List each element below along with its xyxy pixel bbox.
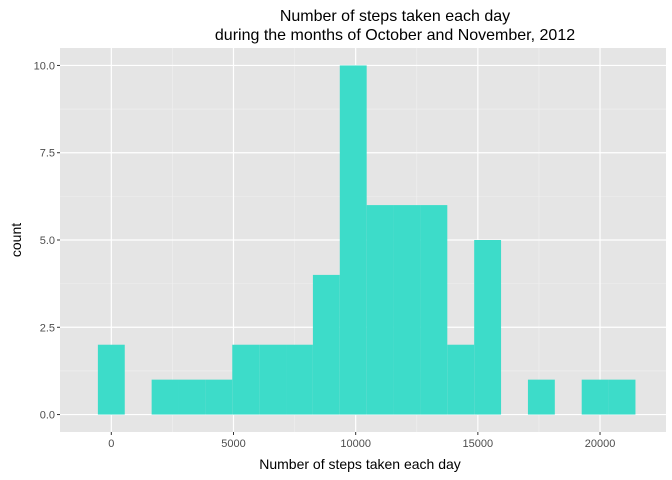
histogram-bar-13 <box>447 344 475 415</box>
histogram-bar-4 <box>205 379 233 415</box>
histogram-bar-7 <box>286 344 313 415</box>
histogram-bar-2 <box>151 379 179 415</box>
y-axis-label: count <box>8 223 24 257</box>
y-tick-label: 0.0 <box>40 410 55 422</box>
histogram-bar-16 <box>527 379 555 415</box>
histogram-bar-11 <box>393 205 421 415</box>
y-tick-label: 5.0 <box>40 235 55 247</box>
x-tick-label: 20000 <box>585 438 616 450</box>
y-tick-label: 2.5 <box>40 322 55 334</box>
histogram-bar-19 <box>608 379 636 415</box>
x-axis: 0 5000 10000 15000 20000 <box>108 432 615 450</box>
histogram-bar-18 <box>581 379 609 415</box>
y-tick-label: 10.0 <box>34 60 55 72</box>
histogram-bar-14 <box>474 240 502 415</box>
x-tick-label: 0 <box>108 438 114 450</box>
histogram-bar-0 <box>97 344 125 415</box>
histogram-bar-12 <box>420 205 448 415</box>
chart-title-line-1: Number of steps taken each day <box>280 8 510 25</box>
histogram-bars <box>97 65 636 415</box>
histogram-bar-8 <box>312 274 340 415</box>
x-tick-label: 10000 <box>340 438 371 450</box>
histogram-bar-10 <box>366 205 394 415</box>
x-tick-label: 15000 <box>463 438 494 450</box>
y-tick-label: 7.5 <box>40 148 55 160</box>
x-axis-label: Number of steps taken each day <box>259 456 461 472</box>
histogram-bar-3 <box>178 379 206 415</box>
histogram-bar-6 <box>259 344 287 415</box>
x-tick-label: 5000 <box>221 438 245 450</box>
histogram-bar-5 <box>232 344 260 415</box>
y-axis: 0.0 2.5 5.0 7.5 10.0 <box>34 60 60 422</box>
histogram-bar-9 <box>339 65 367 415</box>
chart-title-line-2: during the months of October and Novembe… <box>215 27 575 44</box>
